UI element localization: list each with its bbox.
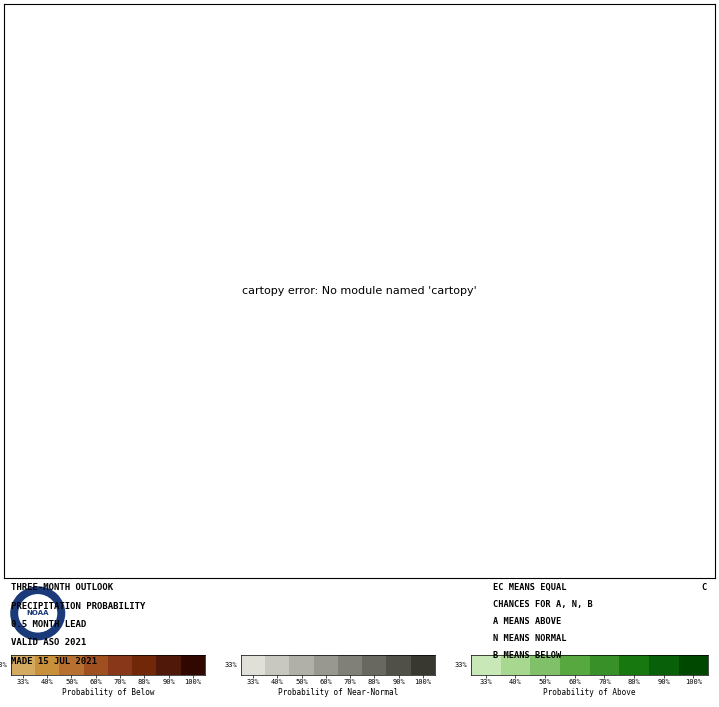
Bar bbox=[35, 655, 59, 675]
Bar bbox=[265, 655, 289, 675]
Bar bbox=[590, 655, 619, 675]
Text: A MEANS ABOVE: A MEANS ABOVE bbox=[493, 617, 561, 626]
Bar bbox=[679, 655, 708, 675]
Text: C: C bbox=[701, 583, 706, 592]
Text: VALID ASO 2021: VALID ASO 2021 bbox=[11, 638, 86, 648]
Bar bbox=[108, 655, 132, 675]
Bar bbox=[83, 655, 108, 675]
X-axis label: Probability of Above: Probability of Above bbox=[544, 688, 636, 697]
Bar bbox=[471, 655, 500, 675]
Text: NOAA: NOAA bbox=[27, 610, 49, 617]
X-axis label: Probability of Near-Normal: Probability of Near-Normal bbox=[278, 688, 398, 697]
Bar bbox=[500, 655, 531, 675]
Bar bbox=[157, 655, 180, 675]
Bar bbox=[289, 655, 313, 675]
Text: 33%: 33% bbox=[0, 662, 7, 668]
Text: B MEANS BELOW: B MEANS BELOW bbox=[493, 651, 561, 660]
Bar bbox=[560, 655, 590, 675]
Bar bbox=[59, 655, 83, 675]
Text: PRECIPITATION PROBABILITY: PRECIPITATION PROBABILITY bbox=[11, 602, 145, 611]
Bar bbox=[241, 655, 265, 675]
Bar bbox=[313, 655, 338, 675]
Text: CHANCES FOR A, N, B: CHANCES FOR A, N, B bbox=[493, 600, 592, 609]
Text: EC MEANS EQUAL: EC MEANS EQUAL bbox=[493, 583, 566, 592]
Bar bbox=[11, 655, 35, 675]
Bar bbox=[531, 655, 560, 675]
Bar bbox=[362, 655, 387, 675]
Text: 0.5 MONTH LEAD: 0.5 MONTH LEAD bbox=[11, 620, 86, 629]
Bar bbox=[619, 655, 649, 675]
Bar bbox=[411, 655, 435, 675]
Text: cartopy error: No module named 'cartopy': cartopy error: No module named 'cartopy' bbox=[242, 286, 477, 296]
Text: THREE-MONTH OUTLOOK: THREE-MONTH OUTLOOK bbox=[11, 583, 113, 592]
Circle shape bbox=[18, 594, 58, 633]
Circle shape bbox=[10, 586, 65, 641]
Bar bbox=[649, 655, 679, 675]
Bar bbox=[132, 655, 157, 675]
Bar bbox=[180, 655, 205, 675]
Bar bbox=[338, 655, 362, 675]
Bar bbox=[387, 655, 411, 675]
Text: MADE 15 JUL 2021: MADE 15 JUL 2021 bbox=[11, 657, 97, 666]
Text: N MEANS NORMAL: N MEANS NORMAL bbox=[493, 634, 566, 643]
Text: 33%: 33% bbox=[224, 662, 237, 668]
X-axis label: Probability of Below: Probability of Below bbox=[62, 688, 154, 697]
Text: 33%: 33% bbox=[454, 662, 467, 668]
